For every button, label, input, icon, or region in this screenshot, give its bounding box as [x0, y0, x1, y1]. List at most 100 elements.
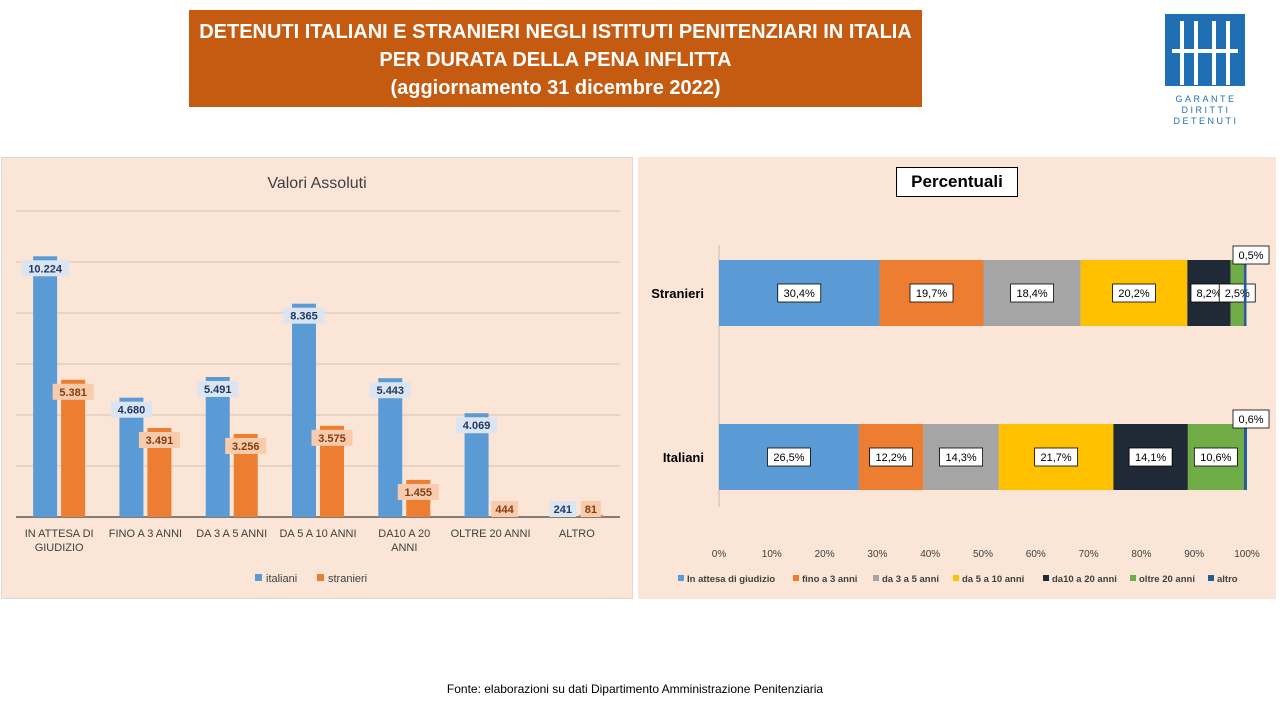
svg-text:5.381: 5.381 — [59, 387, 87, 399]
segment — [1243, 260, 1247, 326]
legend-swatch — [678, 575, 684, 581]
title-line-1: DETENUTI ITALIANI E STRANIERI NEGLI ISTI… — [199, 21, 912, 43]
legend-swatch-italiani — [255, 574, 262, 581]
chart-title: Valori Assoluti — [267, 175, 366, 192]
segment-label: 21,7% — [1034, 447, 1079, 467]
legend-label: da 5 a 10 anni — [962, 574, 1024, 585]
legend-swatch — [1208, 575, 1214, 581]
legend-label: oltre 20 anni — [1139, 574, 1195, 585]
legend-swatch — [1130, 575, 1136, 581]
svg-text:14,3%: 14,3% — [945, 452, 976, 464]
segment-label: 30,4% — [777, 283, 822, 303]
legend-label: fino a 3 anni — [802, 574, 857, 585]
segment-label: 0,5% — [1232, 245, 1270, 265]
segment-label: 26,5% — [767, 447, 811, 467]
data-label-italiani: 8.365 — [283, 307, 325, 324]
absolute-values-chart-panel: Valori Assoluti 10.224 5.381 IN ATTESA DI GI… — [1, 157, 633, 599]
x-tick-label: 80% — [1131, 549, 1151, 560]
legend-label: da10 a 20 anni — [1052, 574, 1117, 585]
title-line-3: (aggiornamento 31 dicembre 2022) — [390, 77, 721, 99]
segment-label: 10,6% — [1193, 447, 1238, 467]
percentages-chart: Stranieri 30,4% 19,7% 18,4% 20,2% 8,2% 2,5% 0,5… — [651, 245, 1270, 585]
legend-swatch-stranieri — [317, 574, 324, 581]
legend-label: da 3 a 5 anni — [882, 574, 939, 585]
legend-swatch — [793, 575, 799, 581]
segment-label: 20,2% — [1112, 283, 1156, 303]
data-label-stranieri: 81 — [580, 501, 601, 517]
logo-text-line-3: DETENUTI — [1174, 116, 1239, 126]
row-label: Stranieri — [651, 286, 704, 301]
x-tick-label: 60% — [1026, 549, 1046, 560]
bar-italiani — [292, 303, 316, 517]
data-label-stranieri: 444 — [491, 501, 519, 517]
legend-label: In attesa di giudizio — [687, 574, 775, 585]
logo-text-line-1: GARANTE — [1175, 94, 1236, 104]
svg-text:4.069: 4.069 — [463, 420, 491, 432]
data-label-italiani: 10.224 — [21, 260, 70, 277]
legend-swatch — [873, 575, 879, 581]
x-tick-label: 90% — [1184, 549, 1204, 560]
svg-text:30,4%: 30,4% — [784, 288, 815, 300]
legend-swatch — [953, 575, 959, 581]
svg-text:10,6%: 10,6% — [1200, 452, 1231, 464]
x-tick-label: 10% — [762, 549, 782, 560]
data-label-stranieri: 3.491 — [138, 431, 180, 448]
legend-label-italiani: italiani — [266, 573, 297, 585]
x-tick-label: 0% — [712, 549, 727, 560]
data-label-italiani: 5.443 — [369, 382, 411, 399]
svg-text:21,7%: 21,7% — [1041, 452, 1072, 464]
svg-text:0,6%: 0,6% — [1238, 414, 1263, 426]
svg-text:5.443: 5.443 — [377, 385, 405, 397]
legend-label-stranieri: stranieri — [328, 573, 367, 585]
svg-text:5.491: 5.491 — [204, 384, 232, 396]
data-label-stranieri: 1.455 — [397, 483, 439, 500]
category-label: FINO A 3 ANNI — [109, 528, 182, 540]
segment-label: 0,6% — [1232, 409, 1270, 429]
percentages-chart-panel: Stranieri 30,4% 19,7% 18,4% 20,2% 8,2% 2,5% 0,5… — [638, 157, 1276, 599]
x-tick-label: 20% — [815, 549, 835, 560]
category-label: ANNI — [391, 542, 417, 554]
svg-text:3.575: 3.575 — [318, 433, 346, 445]
svg-text:0,5%: 0,5% — [1238, 250, 1263, 262]
svg-text:14,1%: 14,1% — [1135, 452, 1166, 464]
row-label: Italiani — [663, 450, 704, 465]
category-label: DA 3 A 5 ANNI — [196, 528, 267, 540]
percentages-chart-title: Percentuali — [896, 167, 1018, 197]
svg-text:241: 241 — [554, 504, 572, 516]
garante-logo: GARANTE DIRITTI DETENUTI — [1165, 14, 1245, 126]
legend-swatch — [1043, 575, 1049, 581]
category-label: ALTRO — [559, 528, 595, 540]
segment-label: 14,1% — [1128, 447, 1173, 467]
category-label: DA 5 A 10 ANNI — [279, 528, 356, 540]
svg-text:10.224: 10.224 — [28, 263, 63, 275]
bar-stranieri — [61, 379, 86, 517]
svg-text:26,5%: 26,5% — [773, 452, 804, 464]
data-label-italiani: 4.680 — [110, 401, 152, 418]
legend-label: altro — [1217, 574, 1238, 585]
segment-label: 14,3% — [939, 447, 983, 467]
svg-text:2,5%: 2,5% — [1225, 288, 1250, 300]
data-label-stranieri: 5.381 — [52, 383, 94, 400]
segment-label: 8,2% — [1190, 283, 1228, 303]
svg-text:444: 444 — [495, 504, 514, 516]
data-label-italiani: 241 — [549, 501, 577, 517]
svg-text:1.455: 1.455 — [405, 487, 433, 499]
title-line-2: PER DURATA DELLA PENA INFLITTA — [379, 49, 732, 71]
segment-label: 18,4% — [1010, 283, 1055, 303]
segment — [1243, 424, 1247, 490]
segment-label: 12,2% — [869, 447, 914, 467]
svg-text:8,2%: 8,2% — [1196, 288, 1221, 300]
logo-text-line-2: DIRITTI — [1182, 105, 1231, 115]
x-tick-label: 100% — [1234, 549, 1260, 560]
title-banner: DETENUTI ITALIANI E STRANIERI NEGLI ISTI… — [189, 10, 922, 107]
svg-text:3.256: 3.256 — [232, 441, 260, 453]
svg-text:8.365: 8.365 — [290, 311, 318, 323]
x-tick-label: 70% — [1079, 549, 1099, 560]
svg-text:3.491: 3.491 — [146, 435, 174, 447]
category-label: OLTRE 20 ANNI — [451, 528, 531, 540]
absolute-values-chart: Valori Assoluti 10.224 5.381 IN ATTESA DI GI… — [16, 175, 620, 585]
segment-label: 2,5% — [1218, 283, 1256, 303]
data-label-stranieri: 3.575 — [311, 429, 353, 446]
x-tick-label: 40% — [920, 549, 940, 560]
svg-text:19,7%: 19,7% — [916, 288, 947, 300]
